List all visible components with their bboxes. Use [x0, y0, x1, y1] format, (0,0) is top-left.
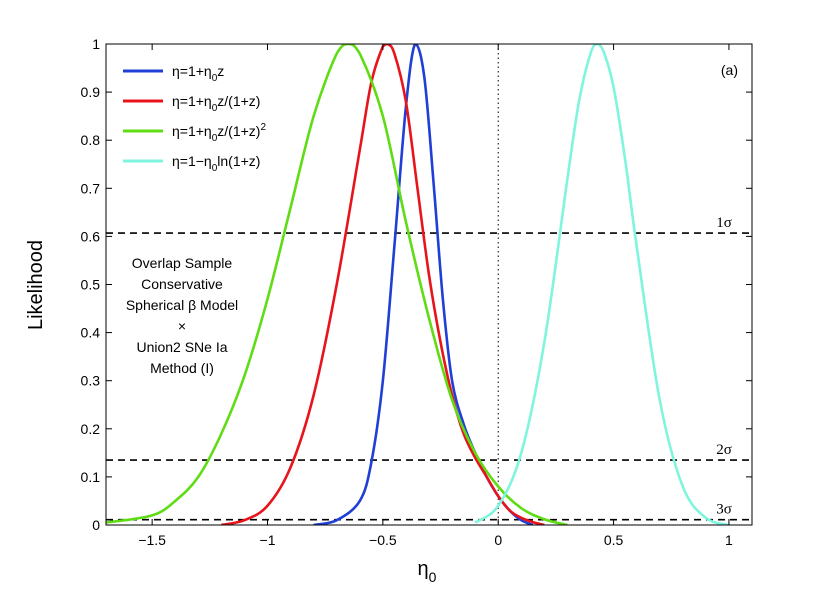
y-tick-label: 0.7	[81, 180, 101, 196]
x-tick-label: −1.5	[138, 532, 166, 548]
annotation-block: Overlap Sample Conservative Spherical β Mo…	[126, 255, 238, 376]
legend-label-1: η=1+η0z	[172, 63, 224, 84]
x-tick-label: −1	[260, 532, 276, 548]
y-tick-label: 0.4	[81, 325, 101, 341]
y-tick-label: 0.2	[81, 421, 101, 437]
annotation-line: ×	[178, 318, 186, 334]
y-tick-label: 0.3	[81, 373, 101, 389]
y-tick-label: 0.9	[81, 84, 101, 100]
y-tick-label: 0.6	[81, 228, 101, 244]
legend: η=1+η0z η=1+η0z/(1+z) η=1+η0z/(1+z)2 η=1−η0…	[123, 63, 266, 174]
series-line-4	[474, 44, 730, 525]
legend-label-4: η=1−η0ln(1+z)	[172, 153, 260, 174]
sigma-label: 2σ	[716, 442, 732, 458]
y-tick-label: 0.1	[81, 469, 101, 485]
y-tick-label: 0	[92, 517, 100, 533]
annotation-line: Union2 SNe Ia	[136, 339, 227, 355]
annotation-line: Overlap Sample	[132, 255, 233, 271]
sigma-label: 1σ	[716, 215, 732, 231]
legend-label-2: η=1+η0z/(1+z)	[172, 93, 260, 114]
x-tick-label: −0.5	[369, 532, 397, 548]
legend-label-3: η=1+η0z/(1+z)2	[172, 122, 266, 144]
x-tick-label: 1	[725, 532, 733, 548]
series-line-2	[221, 44, 545, 525]
panel-label: (a)	[721, 62, 738, 78]
sigma-label: 3σ	[716, 502, 732, 518]
x-tick-label: 0.5	[604, 532, 624, 548]
y-tick-label: 0.8	[81, 132, 101, 148]
x-axis-label: η0	[418, 558, 437, 585]
annotation-line: Conservative	[141, 276, 223, 292]
y-axis-label: Likelihood	[25, 240, 47, 330]
annotation-line: Method (I)	[150, 360, 214, 376]
y-tick-label: 0.5	[81, 277, 101, 293]
annotation-line: Spherical β Model	[126, 297, 238, 313]
y-tick-label: 1	[92, 36, 100, 52]
x-tick-label: 0	[494, 532, 502, 548]
